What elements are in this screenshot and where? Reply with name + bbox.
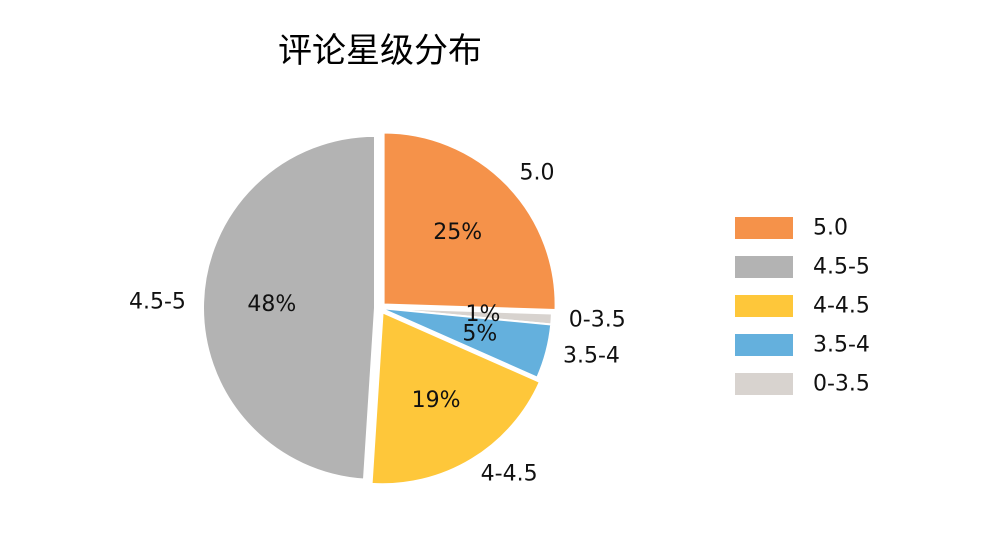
pie-percent-label: 25% (433, 220, 482, 245)
chart-title: 评论星级分布 (278, 31, 482, 71)
pie-percent-label: 19% (412, 388, 461, 413)
pie-slice-3_5-4 (379, 307, 553, 379)
pie-percent-label: 48% (247, 292, 296, 317)
legend-label: 4.5-5 (813, 255, 870, 280)
legend-swatch (735, 334, 793, 356)
pie-percent-label: 1% (466, 302, 501, 327)
legend-label: 0-3.5 (813, 372, 870, 397)
pie-category-label: 5.0 (520, 160, 555, 185)
pie-labels: 25% 5.0 1% 0-3.5 5% 3.5-4 19% 4-4.5 48% 4.5-5 (129, 160, 626, 486)
pie-slices (202, 131, 557, 486)
pie-percent-label: 5% (462, 322, 497, 347)
legend-swatch (735, 256, 793, 278)
legend-label: 3.5-4 (813, 333, 870, 358)
pie-category-label: 0-3.5 (569, 308, 626, 333)
legend-label: 4-4.5 (813, 294, 870, 319)
legend: 5.0 4.5-5 4-4.5 3.5-4 0-3.5 (735, 216, 870, 397)
pie-slice-4-4_5 (370, 311, 541, 486)
legend-label: 5.0 (813, 216, 848, 241)
legend-swatch (735, 295, 793, 317)
legend-swatch (735, 217, 793, 239)
legend-swatch (735, 373, 793, 395)
pie-category-label: 3.5-4 (563, 343, 620, 368)
pie-slice-4_5-5 (202, 134, 377, 481)
pie-slice-5_0 (382, 131, 557, 312)
pie-category-label: 4-4.5 (481, 462, 538, 487)
pie-category-label: 4.5-5 (129, 289, 186, 314)
